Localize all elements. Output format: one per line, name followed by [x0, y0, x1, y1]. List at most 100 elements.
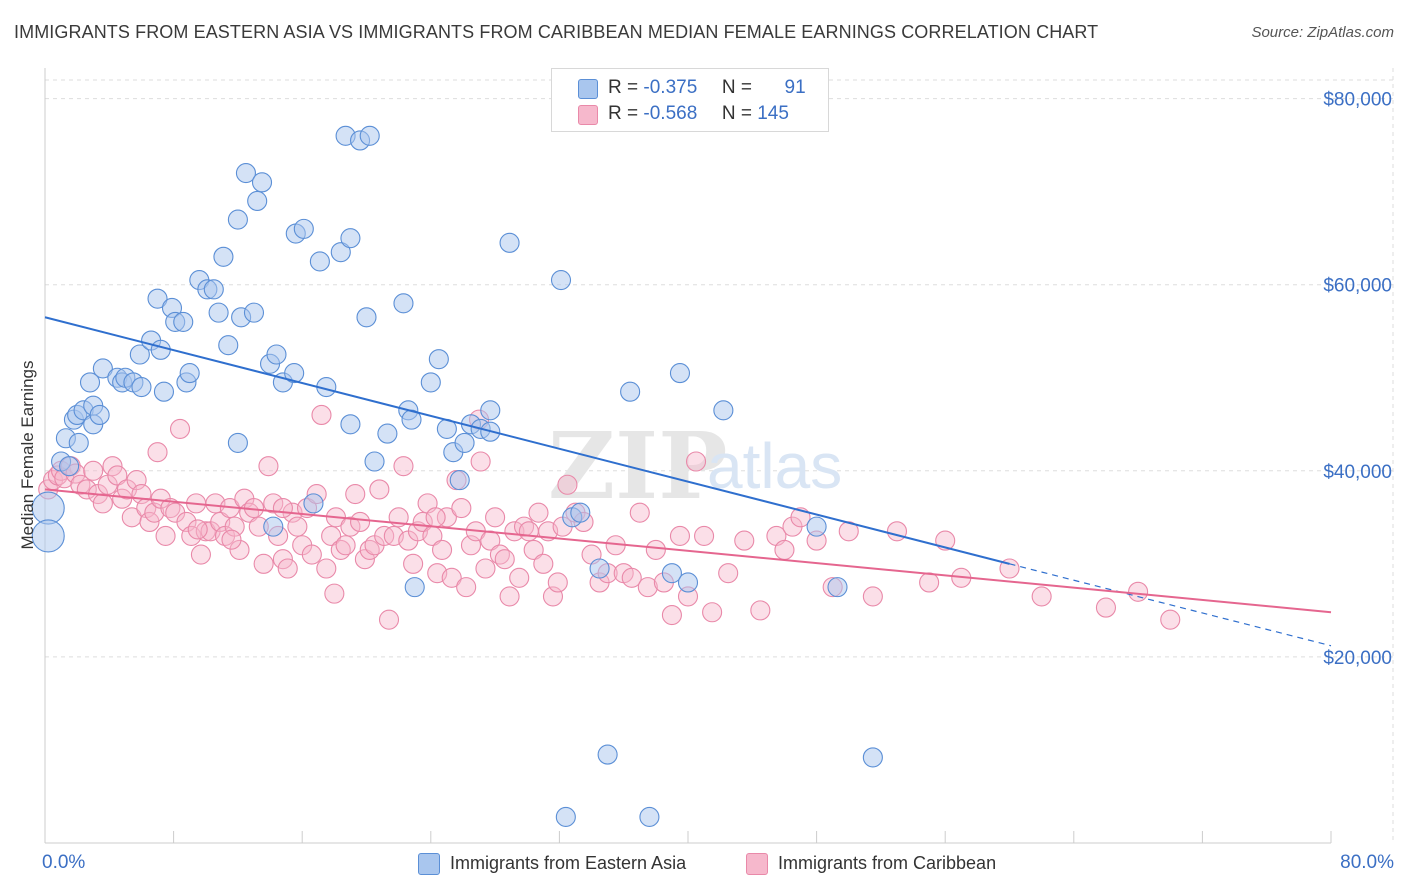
caribbean-point [533, 553, 554, 574]
eastern-asia-point [713, 400, 734, 421]
eastern-asia-point [251, 172, 273, 193]
eastern-asia-point [393, 293, 414, 314]
eastern-asia-point [179, 363, 200, 384]
eastern-asia-point [293, 218, 314, 239]
caribbean-point [485, 507, 506, 528]
caribbean-point [919, 572, 940, 593]
caribbean-point [340, 516, 361, 537]
caribbean-point [509, 567, 530, 588]
caribbean-point [92, 493, 113, 514]
caribbean-point [499, 586, 520, 607]
eastern-asia-point [677, 572, 699, 593]
legend-r-label: R = [608, 77, 639, 98]
eastern-asia-point [247, 190, 268, 212]
caribbean-point [451, 497, 472, 519]
legend-n-value: 91 [784, 77, 806, 98]
caribbean-point [518, 521, 539, 542]
caribbean-point [107, 465, 128, 486]
caribbean-point [629, 502, 650, 523]
caribbean-point [316, 558, 337, 579]
y-tick-label: $20,000 [1323, 648, 1392, 669]
caribbean-point [1160, 609, 1181, 630]
caribbean-point [224, 516, 245, 537]
tick-labels: $20,000 $40,000 $60,000 $80,000 0.0% 80.0% [42, 90, 1394, 873]
caribbean-point [403, 553, 424, 574]
caribbean-point [229, 539, 250, 560]
y-tick-label: $60,000 [1323, 276, 1392, 297]
eastern-asia-point [59, 456, 80, 477]
caribbean-point [155, 525, 176, 546]
bottom-legend-label: Immigrants from Caribbean [778, 853, 997, 873]
caribbean-point [669, 525, 691, 546]
caribbean-point [661, 604, 682, 626]
eastern-asia-point [208, 302, 229, 323]
caribbean-point [287, 516, 308, 537]
caribbean-point [702, 602, 723, 623]
caribbean-point [83, 460, 104, 481]
caribbean-point [258, 456, 279, 477]
caribbean-point [112, 488, 133, 509]
eastern-asia-point [377, 423, 398, 444]
caribbean-point [102, 456, 123, 477]
caribbean-point [324, 583, 345, 604]
legend-r-value: -0.375 [643, 77, 698, 98]
eastern-asia-point [129, 344, 150, 365]
eastern-asia-point [68, 432, 89, 453]
eastern-asia-point [639, 806, 660, 827]
eastern-asia-point [31, 519, 65, 553]
caribbean-point [1128, 581, 1149, 602]
y-axis-label: Median Female Earnings [18, 360, 37, 550]
watermark-atlas: atlas [707, 430, 842, 502]
eastern-asia-point [454, 432, 475, 453]
eastern-asia-point [364, 451, 385, 472]
eastern-asia-point [150, 339, 171, 360]
caribbean-point [694, 525, 715, 546]
eastern-asia-point [356, 307, 377, 328]
caribbean-trend-line [44, 488, 1332, 614]
eastern-asia-point [597, 744, 618, 765]
eastern-asia-point [309, 251, 330, 272]
caribbean-point [432, 539, 453, 560]
legend-r-value: -0.568 [643, 103, 698, 124]
eastern-asia-point [806, 516, 827, 537]
eastern-asia-point [218, 335, 239, 356]
caribbean-point [195, 521, 216, 542]
caribbean-point [528, 502, 549, 523]
eastern-asia-point [827, 577, 848, 598]
eastern-asia-point [669, 363, 691, 384]
caribbean-point [523, 539, 544, 560]
caribbean-point [335, 535, 356, 556]
caribbean-point [1095, 597, 1116, 618]
caribbean-point [557, 474, 578, 495]
caribbean-point [862, 586, 883, 607]
eastern-asia-point [550, 270, 572, 291]
eastern-asia-point [555, 806, 576, 827]
legend-n-label: N = [721, 77, 752, 98]
eastern-asia-point [284, 363, 305, 384]
caribbean-point [277, 558, 298, 579]
legend-n-value: 145 [757, 103, 789, 124]
y-tick-label: $40,000 [1323, 462, 1392, 483]
caribbean-point [169, 418, 191, 439]
caribbean-point [504, 521, 525, 542]
caribbean-point [187, 519, 208, 540]
caribbean-point [311, 404, 332, 426]
caribbean-point [685, 451, 707, 472]
eastern-asia-point [480, 400, 501, 421]
axis-layer [44, 68, 1332, 844]
legend-n-label: N = [721, 103, 752, 124]
eastern-asia-point [449, 470, 470, 491]
eastern-asia-point [420, 372, 441, 393]
x-tick-label-min: 0.0% [42, 852, 85, 873]
caribbean-point [734, 530, 755, 551]
caribbean-point [253, 553, 274, 574]
caribbean-point [345, 484, 366, 505]
caribbean-point [221, 529, 242, 550]
eastern-asia-point [131, 377, 152, 398]
caribbean-point [354, 549, 375, 570]
eastern-asia-point [89, 404, 110, 426]
correlation-legend: R = -0.375 N = 91 R = -0.568 N = 145 [551, 68, 829, 132]
eastern-asia-point [173, 311, 194, 332]
eastern-asia-points [31, 125, 883, 827]
